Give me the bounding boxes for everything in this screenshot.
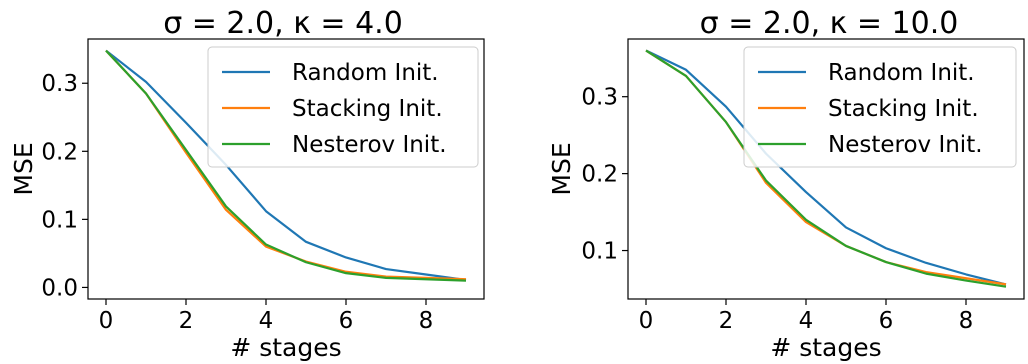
y-axis-label: MSE bbox=[547, 142, 576, 195]
legend: Random Init. Stacking Init. Nesterov Init. bbox=[743, 46, 1017, 168]
x-tick-label: 0 bbox=[99, 308, 114, 334]
x-axis-label: # stages bbox=[230, 333, 341, 362]
chart-title: σ = 2.0, κ = 4.0 bbox=[163, 6, 403, 41]
x-tick-label: 0 bbox=[639, 308, 654, 334]
series-line bbox=[105, 49, 467, 282]
x-tick-label: 8 bbox=[959, 308, 974, 334]
x-tick-label: 2 bbox=[179, 308, 194, 334]
y-tick-label: 0.2 bbox=[581, 162, 618, 188]
legend-label: Random Init. bbox=[828, 60, 975, 86]
chart-left: σ = 2.0, κ = 4.0 0 2 4 6 8 0.0 0.1 0.2 0.3 # stage… bbox=[9, 6, 485, 362]
y-axis-label: MSE bbox=[9, 142, 38, 195]
legend-label: Random Init. bbox=[292, 60, 439, 86]
legend-box bbox=[743, 46, 1017, 168]
chart-title: σ = 2.0, κ = 10.0 bbox=[700, 6, 959, 41]
x-tick-label: 8 bbox=[419, 308, 434, 334]
y-tick-label: 0.2 bbox=[41, 139, 78, 165]
y-tick-label: 0.1 bbox=[581, 239, 618, 265]
x-tick-label: 2 bbox=[719, 308, 734, 334]
x-tick-label: 6 bbox=[879, 308, 894, 334]
y-tick-label: 0.0 bbox=[41, 275, 78, 301]
legend-box bbox=[207, 46, 479, 168]
x-axis-label: # stages bbox=[770, 333, 881, 362]
plot-frame bbox=[627, 38, 1025, 300]
x-tick-label: 4 bbox=[799, 308, 814, 334]
series-line bbox=[105, 49, 467, 282]
legend-label: Stacking Init. bbox=[292, 96, 443, 122]
legend-label: Nesterov Init. bbox=[292, 132, 447, 158]
y-tick-label: 0.3 bbox=[581, 85, 618, 111]
legend-label: Stacking Init. bbox=[828, 96, 979, 122]
chart-right: σ = 2.0, κ = 10.0 0 2 4 6 8 0.1 0.2 0.3 # stages M… bbox=[547, 6, 1025, 362]
legend-label: Nesterov Init. bbox=[828, 132, 983, 158]
x-tick-label: 4 bbox=[259, 308, 274, 334]
series-line bbox=[645, 49, 1007, 286]
x-tick-label: 6 bbox=[339, 308, 354, 334]
series-line bbox=[645, 49, 1007, 288]
legend: Random Init. Stacking Init. Nesterov Init. bbox=[207, 46, 479, 168]
y-tick-label: 0.3 bbox=[41, 71, 78, 97]
y-tick-label: 0.1 bbox=[41, 207, 78, 233]
plot-frame bbox=[87, 38, 485, 300]
